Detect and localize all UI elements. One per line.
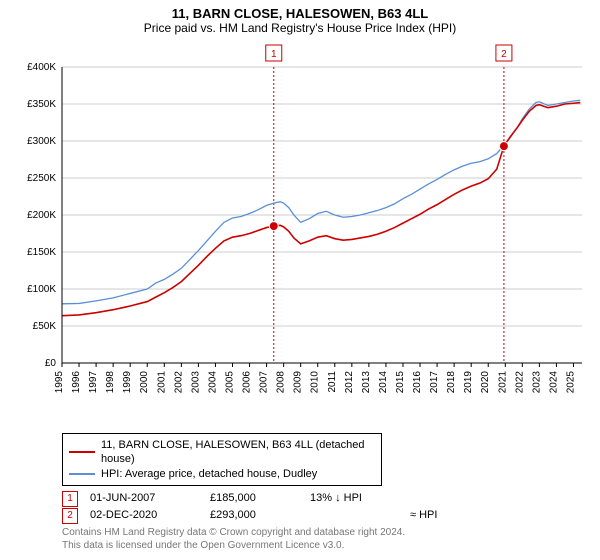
svg-text:2: 2 [501, 49, 507, 60]
svg-text:2021: 2021 [497, 371, 508, 394]
svg-text:2015: 2015 [395, 371, 406, 394]
sale-price: £293,000 [210, 507, 310, 525]
sale-row: 2 02-DEC-2020£293,000 ≈ HPI [62, 507, 582, 525]
svg-text:2006: 2006 [242, 371, 253, 394]
page-title: 11, BARN CLOSE, HALESOWEN, B63 4LL [8, 6, 592, 21]
svg-text:2014: 2014 [378, 371, 389, 394]
legend-label: 11, BARN CLOSE, HALESOWEN, B63 4LL (deta… [101, 438, 375, 467]
svg-text:2012: 2012 [344, 371, 355, 394]
footer-line: This data is licensed under the Open Gov… [62, 540, 582, 553]
svg-text:2023: 2023 [531, 371, 542, 394]
svg-text:2020: 2020 [480, 371, 491, 394]
sale-badge: 1 [62, 491, 78, 507]
svg-text:2004: 2004 [207, 371, 218, 394]
svg-text:1999: 1999 [122, 371, 133, 394]
legend: 11, BARN CLOSE, HALESOWEN, B63 4LL (deta… [62, 433, 382, 486]
svg-text:2007: 2007 [259, 371, 270, 394]
svg-text:£50K: £50K [33, 321, 57, 332]
price-chart: £0 £50K £100K £150K £200K £250K £300K £350K £400… [8, 39, 592, 429]
svg-text:£100K: £100K [27, 284, 56, 295]
svg-text:2019: 2019 [463, 371, 474, 394]
sale-row: 1 01-JUN-2007£185,00013% ↓ HPI [62, 490, 582, 508]
svg-text:£300K: £300K [27, 136, 56, 147]
svg-text:2010: 2010 [310, 371, 321, 394]
svg-text:£400K: £400K [27, 62, 56, 73]
legend-item-hpi: HPI: Average price, detached house, Dudl… [69, 467, 375, 481]
sales-table: 1 01-JUN-2007£185,00013% ↓ HPI 2 02-DEC-202… [62, 490, 582, 525]
sale-date: 02-DEC-2020 [90, 507, 210, 525]
sale-badge: 2 [62, 508, 78, 524]
sale-pct: 13% ↓ HPI [310, 490, 410, 508]
svg-text:2002: 2002 [173, 371, 184, 394]
svg-text:2003: 2003 [190, 371, 201, 394]
sale-date: 01-JUN-2007 [90, 490, 210, 508]
page-subtitle: Price paid vs. HM Land Registry's House … [8, 21, 592, 35]
legend-swatch [69, 451, 95, 453]
svg-text:1997: 1997 [88, 371, 99, 394]
legend-swatch [69, 473, 95, 475]
svg-text:2017: 2017 [429, 371, 440, 394]
svg-text:2001: 2001 [156, 371, 167, 394]
legend-label: HPI: Average price, detached house, Dudl… [101, 467, 317, 481]
svg-text:1995: 1995 [54, 371, 65, 394]
svg-text:2016: 2016 [412, 371, 423, 394]
footer-attribution: Contains HM Land Registry data © Crown c… [62, 527, 582, 552]
svg-text:£0: £0 [45, 358, 57, 369]
legend-item-property: 11, BARN CLOSE, HALESOWEN, B63 4LL (deta… [69, 438, 375, 467]
svg-text:£350K: £350K [27, 99, 56, 110]
svg-text:2000: 2000 [139, 371, 150, 394]
footer-line: Contains HM Land Registry data © Crown c… [62, 527, 582, 540]
svg-text:2024: 2024 [548, 371, 559, 394]
sale-price: £185,000 [210, 490, 310, 508]
sale-approx: ≈ HPI [410, 507, 437, 525]
svg-text:2022: 2022 [514, 371, 525, 394]
svg-text:£250K: £250K [27, 173, 56, 184]
svg-text:1: 1 [271, 49, 277, 60]
svg-text:2009: 2009 [293, 371, 304, 394]
svg-text:2013: 2013 [361, 371, 372, 394]
svg-text:2011: 2011 [327, 371, 338, 393]
svg-text:£200K: £200K [27, 210, 56, 221]
svg-text:2018: 2018 [446, 371, 457, 394]
svg-text:2005: 2005 [224, 371, 235, 394]
svg-text:2008: 2008 [276, 371, 287, 394]
svg-text:£150K: £150K [27, 247, 56, 258]
svg-text:2025: 2025 [565, 371, 576, 394]
svg-text:1996: 1996 [71, 371, 82, 394]
svg-text:1998: 1998 [105, 371, 116, 394]
